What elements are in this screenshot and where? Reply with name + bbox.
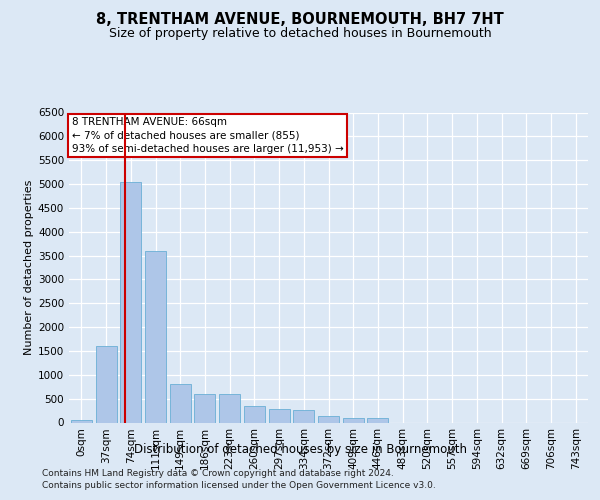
Bar (244, 406, 265, 422)
Text: Contains HM Land Registry data © Crown copyright and database right 2024.: Contains HM Land Registry data © Crown c… (42, 469, 394, 478)
Bar (194, 394, 215, 422)
Bar (269, 409, 290, 422)
Text: Contains public sector information licensed under the Open Government Licence v3: Contains public sector information licen… (42, 481, 436, 490)
Y-axis label: Number of detached properties: Number of detached properties (24, 180, 34, 355)
Text: 8, TRENTHAM AVENUE, BOURNEMOUTH, BH7 7HT: 8, TRENTHAM AVENUE, BOURNEMOUTH, BH7 7HT (96, 12, 504, 28)
Bar (120, 182, 141, 422)
Bar (318, 416, 339, 422)
Text: Distribution of detached houses by size in Bournemouth: Distribution of detached houses by size … (133, 442, 467, 456)
Bar (293, 410, 314, 422)
Bar (367, 418, 388, 422)
Bar (95, 346, 116, 422)
Bar (343, 418, 364, 422)
Text: Size of property relative to detached houses in Bournemouth: Size of property relative to detached ho… (109, 28, 491, 40)
Bar (219, 394, 240, 422)
Bar (170, 384, 191, 422)
Text: 8 TRENTHAM AVENUE: 66sqm
← 7% of detached houses are smaller (855)
93% of semi-d: 8 TRENTHAM AVENUE: 66sqm ← 7% of detache… (71, 117, 343, 154)
Bar (145, 251, 166, 422)
Bar (71, 420, 92, 422)
